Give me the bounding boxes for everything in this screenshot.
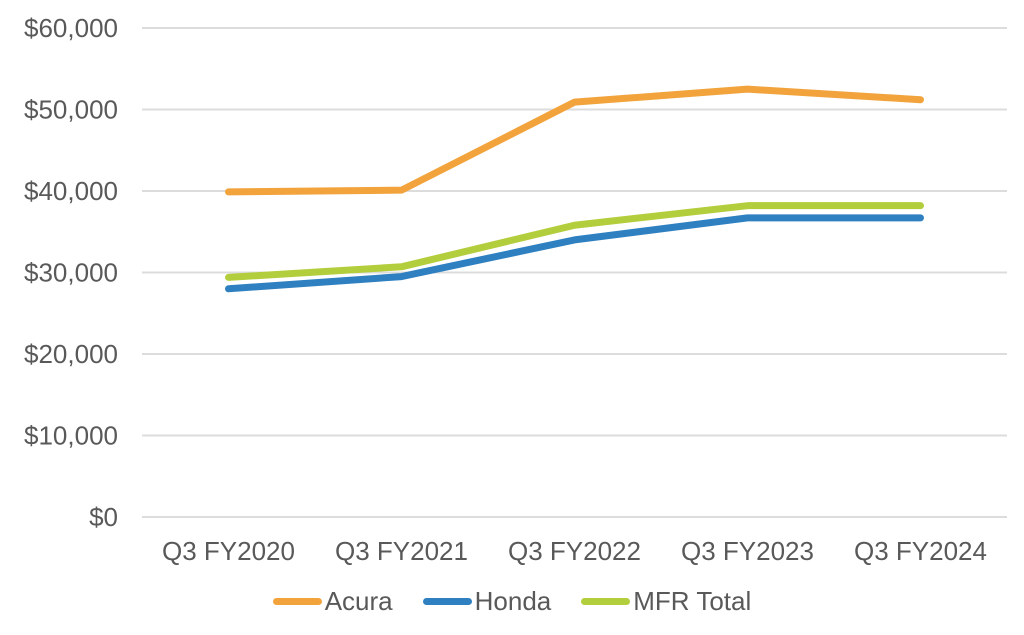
legend-item-honda: Honda	[422, 586, 552, 616]
y-axis-tick-label: $0	[89, 502, 118, 532]
legend-swatch-mfr-total	[581, 597, 631, 605]
x-axis-tick-label: Q3 FY2022	[508, 536, 641, 566]
y-axis-tick-label: $60,000	[24, 13, 118, 43]
y-axis-tick-label: $30,000	[24, 258, 118, 288]
series-line-acura	[225, 85, 924, 196]
legend-swatch-acura	[272, 597, 322, 605]
x-axis-tick-label: Q3 FY2021	[335, 536, 468, 566]
legend-label-mfr-total: MFR Total	[633, 586, 752, 616]
y-axis-tick-label: $40,000	[24, 176, 118, 206]
legend-label-honda: Honda	[474, 586, 552, 616]
legend-label-acura: Acura	[324, 586, 393, 616]
y-axis-tick-label: $10,000	[24, 421, 118, 451]
y-axis-tick-label: $20,000	[24, 339, 118, 369]
x-axis-tick-label: Q3 FY2024	[854, 536, 987, 566]
x-axis-tick-label: Q3 FY2020	[162, 536, 295, 566]
x-axis-tick-label: Q3 FY2023	[681, 536, 814, 566]
legend-item-mfr-total: MFR Total	[581, 588, 751, 614]
y-axis-tick-label: $50,000	[24, 95, 118, 125]
legend: Acura Honda MFR Total	[0, 588, 1024, 614]
legend-item-acura: Acura	[272, 586, 393, 616]
series-line-honda	[225, 214, 924, 293]
series-line-mfr-total	[225, 202, 924, 281]
legend-swatch-honda	[422, 597, 472, 605]
